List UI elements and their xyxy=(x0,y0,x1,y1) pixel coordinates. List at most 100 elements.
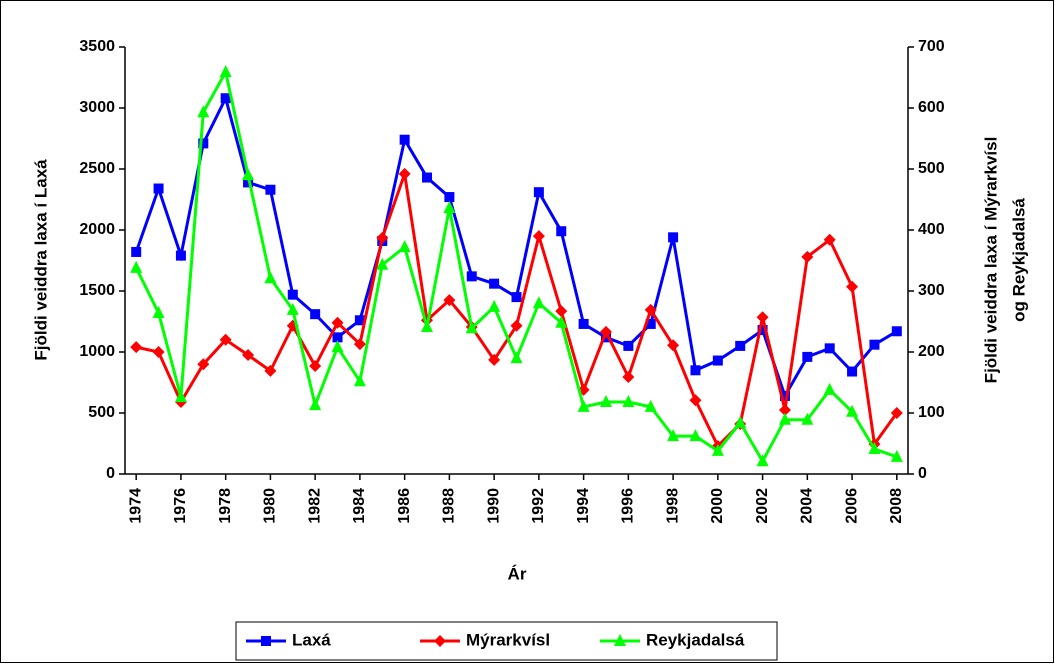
marker xyxy=(622,371,635,384)
marker xyxy=(644,303,657,316)
marker xyxy=(261,636,271,646)
marker xyxy=(644,399,657,412)
x-tick-label: 1992 xyxy=(530,488,547,524)
marker xyxy=(219,65,232,78)
marker xyxy=(243,177,254,188)
x-tick-label: 1986 xyxy=(396,488,413,524)
y-tick-label: 500 xyxy=(88,404,115,421)
marker xyxy=(399,134,410,145)
marker xyxy=(198,138,209,149)
x-tick-label: 1974 xyxy=(127,488,144,524)
marker xyxy=(398,167,411,180)
marker xyxy=(174,390,187,403)
marker xyxy=(614,634,626,646)
marker xyxy=(599,395,612,408)
marker xyxy=(510,319,523,332)
marker xyxy=(264,271,277,284)
marker xyxy=(599,325,612,338)
marker xyxy=(443,201,456,214)
y-tick-label: 3500 xyxy=(79,38,115,55)
y2-tick-label: 700 xyxy=(918,38,945,55)
x-tick-label: 1980 xyxy=(262,488,279,524)
marker xyxy=(488,353,501,366)
x-tick-label: 1990 xyxy=(485,488,502,524)
marker xyxy=(130,341,143,354)
marker xyxy=(310,309,321,320)
marker xyxy=(376,257,389,270)
marker xyxy=(219,333,232,346)
y2-tick-label: 300 xyxy=(918,282,945,299)
marker xyxy=(778,403,791,416)
y-tick-label: 3000 xyxy=(79,99,115,116)
y2-axis-label: og Reykjadalsá xyxy=(1009,198,1028,322)
marker xyxy=(689,429,702,442)
marker xyxy=(689,394,702,407)
x-tick-label: 2004 xyxy=(799,488,816,524)
marker xyxy=(622,395,635,408)
marker xyxy=(823,382,836,395)
marker xyxy=(331,316,344,329)
marker xyxy=(667,429,680,442)
marker xyxy=(824,343,835,354)
marker xyxy=(353,374,366,387)
x-tick-label: 1984 xyxy=(351,488,368,524)
marker xyxy=(802,351,813,362)
marker xyxy=(511,292,522,303)
marker xyxy=(444,192,455,203)
marker xyxy=(489,278,500,289)
x-tick-label: 1978 xyxy=(217,488,234,524)
marker xyxy=(376,231,389,244)
marker xyxy=(690,365,701,376)
legend-box xyxy=(235,621,778,661)
marker xyxy=(422,172,433,183)
marker xyxy=(623,340,634,351)
marker xyxy=(152,346,165,358)
marker xyxy=(532,230,545,243)
legend-label: Laxá xyxy=(292,630,331,649)
marker xyxy=(757,325,768,336)
marker xyxy=(197,105,210,118)
marker xyxy=(398,240,411,253)
marker xyxy=(734,415,747,428)
y2-tick-label: 600 xyxy=(918,99,945,116)
marker xyxy=(532,296,545,309)
marker xyxy=(555,315,568,328)
y2-tick-label: 500 xyxy=(918,160,945,177)
marker xyxy=(668,232,679,243)
x-tick-label: 2000 xyxy=(709,488,726,524)
marker xyxy=(890,407,903,419)
marker xyxy=(555,305,568,318)
marker xyxy=(533,187,544,198)
y2-tick-label: 400 xyxy=(918,221,945,238)
marker xyxy=(175,250,186,261)
marker xyxy=(220,93,231,104)
x-tick-label: 1982 xyxy=(306,488,323,524)
marker xyxy=(353,338,366,351)
y-tick-label: 0 xyxy=(106,465,115,482)
marker xyxy=(466,271,477,282)
marker xyxy=(287,289,298,300)
marker xyxy=(286,302,299,315)
marker xyxy=(443,294,456,307)
marker xyxy=(801,412,814,425)
marker xyxy=(735,340,746,351)
marker xyxy=(846,280,859,293)
y2-tick-label: 200 xyxy=(918,343,945,360)
x-tick-label: 1998 xyxy=(664,488,681,524)
marker xyxy=(332,332,343,343)
marker xyxy=(891,326,902,337)
marker xyxy=(242,349,255,362)
marker xyxy=(510,351,523,364)
marker xyxy=(354,315,365,326)
marker xyxy=(779,390,790,401)
marker xyxy=(130,260,143,273)
x-tick-label: 1988 xyxy=(441,488,458,524)
marker xyxy=(331,340,344,353)
marker xyxy=(847,366,858,377)
marker xyxy=(242,168,255,181)
marker xyxy=(801,250,814,263)
marker xyxy=(434,635,446,647)
marker xyxy=(756,454,769,467)
x-tick-label: 2006 xyxy=(843,488,860,524)
y-axis-label: Fjöldi veiddra laxa í Laxá xyxy=(31,159,50,361)
